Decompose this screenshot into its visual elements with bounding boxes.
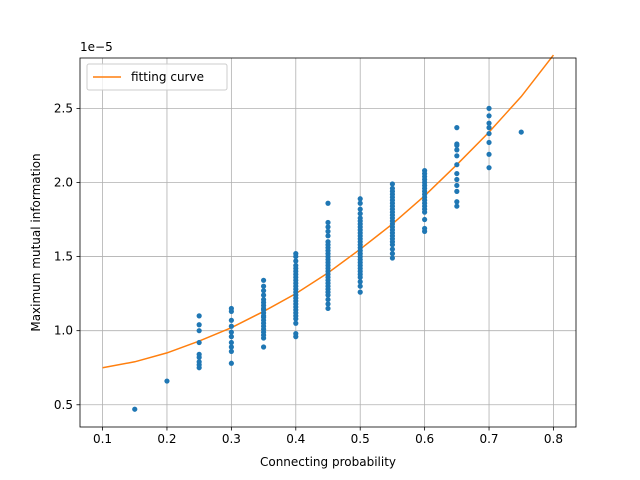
data-point xyxy=(422,216,428,223)
data-point xyxy=(293,258,299,264)
data-point xyxy=(325,305,331,312)
data-point xyxy=(325,200,331,206)
data-point xyxy=(196,322,202,328)
data-point xyxy=(196,328,202,334)
data-point xyxy=(196,339,202,346)
data-point xyxy=(454,170,460,177)
x-tick-label: 0.7 xyxy=(479,432,498,446)
data-point xyxy=(454,182,460,189)
y-tick-label: 0.5 xyxy=(54,398,73,412)
data-point xyxy=(228,339,234,346)
plot-area-frame xyxy=(79,57,577,428)
x-tick-label: 0.3 xyxy=(222,432,241,446)
data-point xyxy=(357,289,363,295)
data-point xyxy=(486,139,492,146)
x-tick-label: 0.1 xyxy=(93,432,112,446)
data-point xyxy=(357,196,363,202)
data-point xyxy=(325,296,331,303)
data-point xyxy=(357,211,363,217)
axis-ticks: 0.1 0.2 0.3 0.4 0.5 0.6 0.7 0.8 0.5 1.0 1.5 2.0 2.5 xyxy=(54,101,563,446)
data-point xyxy=(228,334,234,340)
y-tick-label: 2.5 xyxy=(54,101,73,115)
data-point xyxy=(357,283,363,289)
data-point xyxy=(518,129,524,135)
data-point xyxy=(196,313,202,319)
data-point xyxy=(422,168,428,174)
legend: fitting curve xyxy=(86,63,228,91)
y-tick-label: 1.0 xyxy=(54,324,73,338)
data-point xyxy=(260,288,267,294)
data-point xyxy=(389,246,396,252)
data-point xyxy=(325,233,331,239)
data-point xyxy=(196,359,202,365)
data-point xyxy=(228,344,234,350)
data-point xyxy=(260,296,267,303)
x-tick-label: 0.6 xyxy=(415,432,434,446)
legend-label-fitting-curve: fitting curve xyxy=(131,70,204,84)
data-point xyxy=(325,224,331,230)
data-point xyxy=(325,228,331,234)
data-point xyxy=(486,165,492,171)
data-point xyxy=(454,153,460,159)
data-point xyxy=(486,151,492,157)
data-point xyxy=(486,105,492,111)
data-point xyxy=(454,147,460,153)
data-point xyxy=(357,279,363,285)
data-point xyxy=(454,125,460,131)
data-point xyxy=(454,199,460,205)
fitting-curve-line xyxy=(102,54,555,369)
data-point xyxy=(454,176,460,183)
data-point xyxy=(486,113,492,119)
data-point xyxy=(228,329,234,335)
data-point xyxy=(293,251,299,257)
data-point xyxy=(260,283,267,289)
data-point xyxy=(293,262,299,269)
data-point xyxy=(389,185,396,192)
data-point xyxy=(293,331,299,337)
data-point xyxy=(454,162,460,168)
data-point xyxy=(454,188,460,194)
data-point xyxy=(260,277,267,283)
data-point xyxy=(325,219,331,226)
data-point xyxy=(389,255,396,261)
data-point xyxy=(228,323,234,329)
x-axis-label: Connecting probability xyxy=(260,455,396,469)
data-point xyxy=(196,351,202,357)
data-point xyxy=(357,200,363,206)
curve-layer xyxy=(102,54,555,369)
y-tick-label: 2.0 xyxy=(54,175,73,189)
data-point xyxy=(260,292,267,298)
data-point xyxy=(486,130,492,137)
data-point xyxy=(357,206,363,212)
data-point xyxy=(293,320,299,326)
y-offset-label: 1e−5 xyxy=(80,40,113,54)
data-point xyxy=(454,203,460,209)
scatter-points xyxy=(132,105,524,412)
data-point xyxy=(132,406,138,412)
data-point xyxy=(422,225,428,232)
data-point xyxy=(228,317,234,323)
data-point xyxy=(164,378,170,384)
x-tick-label: 0.4 xyxy=(286,432,305,446)
legend-box xyxy=(86,63,228,91)
data-point xyxy=(486,120,492,126)
data-point xyxy=(389,181,396,187)
data-point xyxy=(228,348,234,355)
x-tick-label: 0.2 xyxy=(157,432,176,446)
data-point xyxy=(486,125,492,131)
data-point xyxy=(454,141,460,147)
y-tick-label: 1.5 xyxy=(54,250,73,264)
data-point xyxy=(325,301,331,307)
data-point xyxy=(357,215,363,221)
data-point xyxy=(260,344,267,350)
data-point xyxy=(325,239,331,245)
x-tick-label: 0.5 xyxy=(351,432,370,446)
data-point xyxy=(228,305,234,312)
x-tick-label: 0.8 xyxy=(544,432,563,446)
y-axis-label: Maximum mutual information xyxy=(29,153,43,331)
data-point xyxy=(389,251,396,257)
data-point xyxy=(228,360,234,366)
